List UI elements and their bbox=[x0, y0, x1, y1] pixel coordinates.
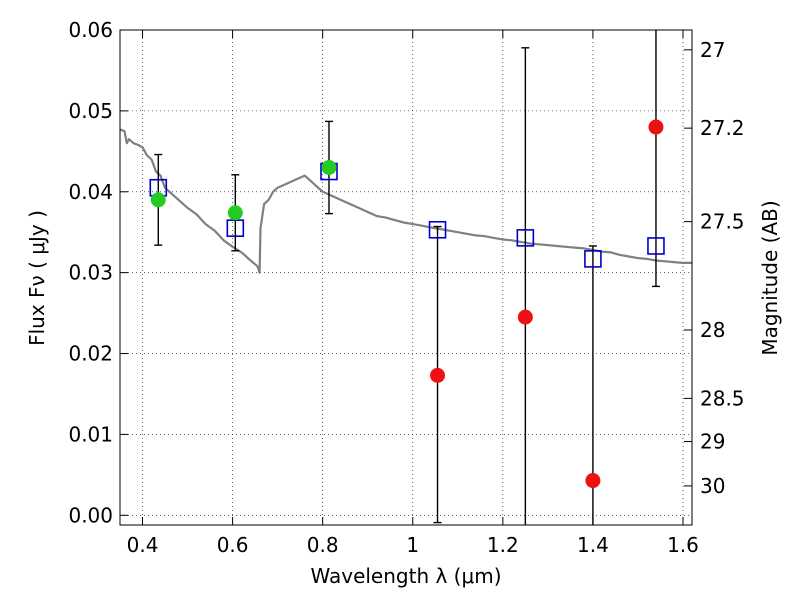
model-photometry-square bbox=[584, 250, 602, 268]
x-tick-label: 1 bbox=[406, 533, 419, 557]
non-detection-point bbox=[585, 473, 601, 489]
y-tick-label: 0.05 bbox=[68, 99, 113, 123]
plot-frame bbox=[119, 29, 693, 526]
model-photometry-square bbox=[647, 237, 665, 255]
right-tick-label: 28.5 bbox=[700, 386, 745, 410]
plot-background bbox=[120, 30, 692, 525]
data-markers bbox=[149, 119, 665, 489]
y-tick-label: 0.06 bbox=[68, 18, 113, 42]
detection-point bbox=[150, 192, 166, 208]
non-detection-point bbox=[430, 367, 446, 383]
y-tick-label: 0.03 bbox=[68, 261, 113, 285]
x-tick-label: 1.2 bbox=[487, 533, 519, 557]
x-tick-label: 0.4 bbox=[127, 533, 159, 557]
y-tick-label: 0.01 bbox=[68, 422, 113, 446]
right-tick-label: 27 bbox=[700, 38, 725, 62]
x-tick-label: 1.6 bbox=[667, 533, 699, 557]
right-tick-label: 30 bbox=[700, 474, 725, 498]
right-tick-label: 27.5 bbox=[700, 210, 745, 234]
error-bars bbox=[154, 30, 660, 525]
y-axis: 0.00 0.01 0.02 0.03 0.04 0.05 0.06 bbox=[68, 18, 128, 527]
y-tick-label: 0.00 bbox=[68, 503, 113, 527]
right-tick-label: 27.2 bbox=[700, 116, 745, 140]
non-detection-point bbox=[517, 309, 533, 325]
spectrum-line bbox=[120, 128, 692, 274]
right-magnitude-axis: 27 27.2 27.5 28 28.5 29 30 bbox=[684, 38, 745, 498]
model-spectrum bbox=[120, 128, 692, 274]
model-photometry-square bbox=[428, 220, 447, 239]
y-tick-label: 0.02 bbox=[68, 342, 113, 366]
right-tick-label: 28 bbox=[700, 318, 725, 342]
x-tick-label: 0.8 bbox=[307, 533, 339, 557]
x-tick-label: 1.4 bbox=[577, 533, 609, 557]
x-axis: 0.4 0.6 0.8 1 1.2 1.4 1.6 bbox=[127, 30, 699, 557]
non-detection-point bbox=[648, 119, 664, 135]
detection-point bbox=[227, 205, 243, 221]
x-tick-label: 0.6 bbox=[217, 533, 249, 557]
x-axis-label: Wavelength λ (μm) bbox=[310, 564, 501, 588]
right-axis-label: Magnitude (AB) bbox=[758, 200, 782, 355]
y-tick-label: 0.04 bbox=[68, 180, 113, 204]
detection-point bbox=[321, 160, 337, 175]
model-photometry-square bbox=[516, 229, 535, 247]
right-tick-label: 29 bbox=[700, 430, 725, 454]
y-axis-label: Flux Fν ( μJy ) bbox=[25, 210, 49, 346]
